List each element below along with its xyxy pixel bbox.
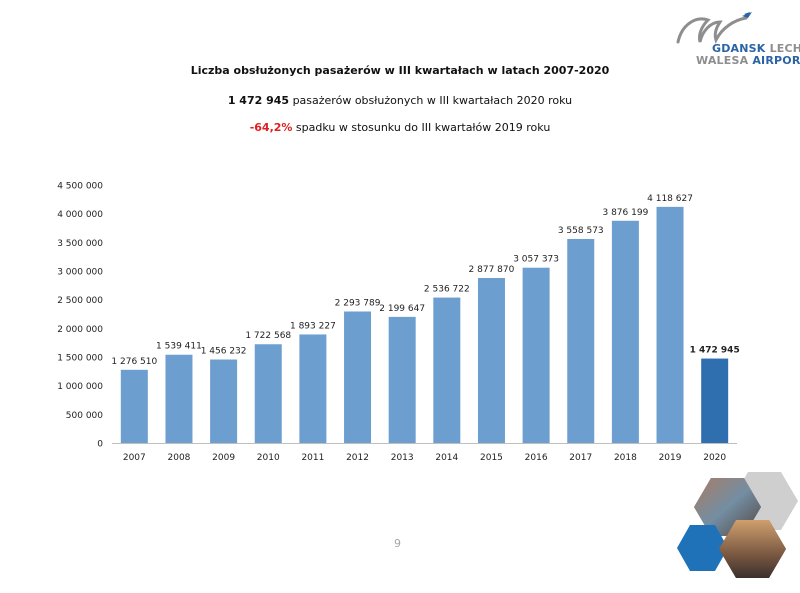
data-label-2016: 3 057 373: [513, 255, 559, 265]
x-tick-label: 2013: [391, 453, 414, 463]
data-label-2013: 2 199 647: [379, 304, 425, 314]
data-label-2019: 4 118 627: [647, 194, 693, 204]
data-label-2012: 2 293 789: [335, 298, 381, 308]
bar-2019: [656, 206, 684, 443]
x-axis: 2007 2008 2009 2010 2011 2012 2013 2014 2015 2016…: [112, 443, 737, 463]
logo-text-airport: AIRPORT.: [752, 54, 800, 67]
x-tick-label: 2016: [525, 453, 548, 463]
y-tick-label: 1 000 000: [57, 382, 103, 392]
bar-2012: [344, 311, 372, 443]
change-text: spadku w stosunku do III kwartałów 2019 …: [292, 121, 551, 134]
airport-logo: GDANSK LECH WALESA AIRPORT.: [668, 6, 800, 68]
bar-2016: [522, 267, 550, 443]
data-label-2008: 1 539 411: [156, 342, 202, 352]
data-label-2009: 1 456 232: [201, 347, 247, 357]
y-tick-label: 3 000 000: [57, 268, 103, 278]
y-tick-label: 0: [97, 440, 103, 450]
y-tick-label: 500 000: [66, 411, 103, 421]
decorative-hexagon-photos: [677, 472, 798, 578]
x-tick-label: 2017: [569, 453, 592, 463]
logo-text-lech: LECH: [769, 42, 800, 55]
logo-text-walesa: WALESA: [696, 54, 753, 67]
bar-2020: [701, 358, 729, 443]
x-tick-label: 2015: [480, 453, 503, 463]
bar-2017: [567, 238, 595, 443]
y-tick-label: 4 000 000: [57, 210, 103, 220]
bars: [120, 206, 729, 443]
page-number: 9: [394, 537, 401, 550]
x-tick-label: 2007: [123, 453, 146, 463]
summary-value: 1 472 945: [227, 94, 290, 107]
bar-2009: [210, 359, 238, 443]
data-label-2017: 3 558 573: [558, 226, 604, 236]
x-tick-label: 2012: [346, 453, 369, 463]
bar-2010: [254, 344, 282, 443]
x-tick-label: 2009: [212, 453, 235, 463]
blue-hexagon: [677, 525, 728, 571]
x-tick-label: 2014: [435, 453, 458, 463]
bar-2018: [611, 220, 639, 443]
bar-2007: [120, 369, 148, 443]
logo-text-gdansk: GDANSK: [712, 42, 770, 55]
passenger-bar-chart: 0 500 000 1 000 000 1 500 000 2 000 000 2 500…: [57, 182, 740, 464]
x-tick-label: 2019: [659, 453, 682, 463]
x-tick-label: 2020: [703, 453, 726, 463]
x-tick-label: 2018: [614, 453, 637, 463]
data-label-2014: 2 536 722: [424, 285, 470, 295]
bar-2011: [299, 334, 327, 443]
data-label-2010: 1 722 568: [245, 331, 291, 341]
page-title: Liczba obsłużonych pasażerów w III kwart…: [190, 64, 610, 77]
logo-wing-icon: [676, 12, 752, 44]
change-line: -64,2% spadku w stosunku do III kwartałó…: [0, 121, 800, 134]
bar-2015: [477, 278, 505, 443]
y-tick-label: 1 500 000: [57, 354, 103, 364]
data-label-2007: 1 276 510: [111, 357, 157, 367]
x-tick-label: 2008: [168, 453, 191, 463]
data-label-2018: 3 876 199: [602, 208, 648, 218]
summary-line: 1 472 945 pasażerów obsłużonych w III kw…: [0, 94, 800, 107]
data-label-2011: 1 893 227: [290, 321, 336, 331]
y-tick-label: 3 500 000: [57, 239, 103, 249]
data-label-2020: 1 472 945: [690, 346, 740, 356]
y-tick-label: 4 500 000: [57, 182, 103, 192]
x-tick-label: 2010: [257, 453, 280, 463]
x-tick-label: 2011: [301, 453, 324, 463]
bar-2014: [433, 297, 461, 443]
y-tick-label: 2 000 000: [57, 325, 103, 335]
bar-2008: [165, 354, 193, 443]
change-value: -64,2%: [249, 121, 293, 134]
data-label-2015: 2 877 870: [469, 265, 515, 275]
y-axis: 0 500 000 1 000 000 1 500 000 2 000 000 2 500…: [57, 182, 103, 450]
bar-2013: [388, 316, 416, 443]
summary-text: pasażerów obsłużonych w III kwartałach 2…: [289, 94, 573, 107]
y-tick-label: 2 500 000: [57, 296, 103, 306]
